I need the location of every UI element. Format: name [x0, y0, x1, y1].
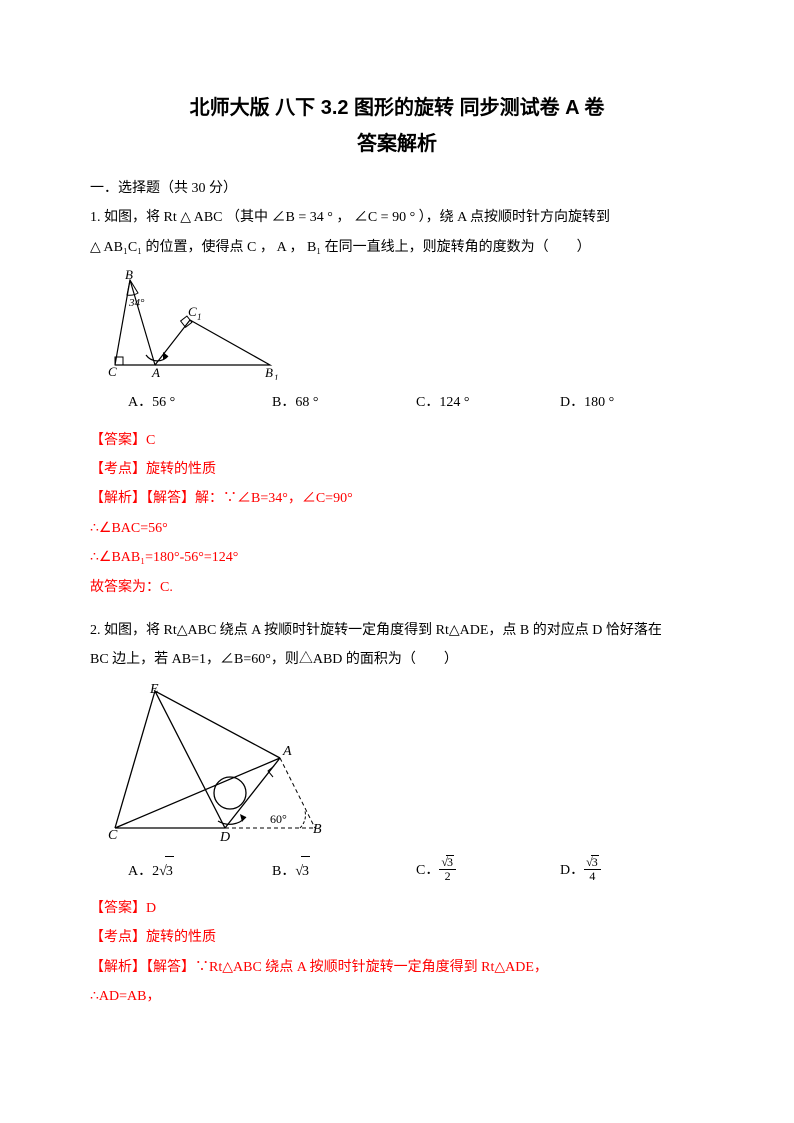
q2-opt-a-rad: 3	[165, 856, 174, 886]
svg-text:D: D	[219, 830, 230, 845]
q2-opt-d: D．√34	[560, 856, 704, 886]
spacer	[90, 602, 704, 616]
q1-line1: 1. 如图，将 Rt △ ABC （其中 ∠B = 34 ° ， ∠C = 90…	[90, 203, 704, 232]
q2-opt-c-rad: 3	[446, 855, 454, 869]
page-container: 北师大版 八下 3.2 图形的旋转 同步测试卷 A 卷 答案解析 一．选择题（共…	[0, 0, 794, 1123]
q1-kaodian: 【考点】旋转的性质	[90, 455, 704, 484]
svg-text:60°: 60°	[270, 812, 287, 826]
sqrt-icon: √3	[295, 856, 310, 886]
q1-jiexi2: ∴∠BAC=56°	[90, 514, 704, 543]
page-title: 北师大版 八下 3.2 图形的旋转 同步测试卷 A 卷	[90, 90, 704, 126]
q1-jiexi4: 故答案为：C.	[90, 573, 704, 602]
q2-opt-c: C．√32	[416, 856, 560, 886]
q2-opt-b-prefix: B．	[272, 864, 295, 879]
svg-text:C: C	[108, 364, 117, 379]
q1-figure: 34° B C A C1 B1	[100, 270, 704, 380]
sqrt-icon: √3	[159, 856, 174, 886]
q2-opt-d-prefix: D．	[560, 863, 584, 878]
svg-text:E: E	[149, 683, 159, 697]
svg-text:B: B	[313, 822, 322, 837]
q2-jiexi1: 【解析】【解答】∵Rt△ABC 绕点 A 按顺时针旋转一定角度得到 Rt△ADE…	[90, 953, 704, 982]
fraction-icon: √34	[584, 855, 601, 883]
q2-opt-b: B．√3	[272, 856, 416, 886]
q2-opt-c-den: 2	[439, 870, 456, 883]
q2-figure: 60° E A C D B	[100, 683, 704, 848]
q2-line1: 2. 如图，将 Rt△ABC 绕点 A 按顺时针旋转一定角度得到 Rt△ADE，…	[90, 616, 704, 645]
svg-text:1: 1	[197, 312, 202, 322]
q1-opt-b: B．68 °	[272, 388, 416, 417]
svg-text:34°: 34°	[128, 297, 145, 309]
svg-text:B: B	[265, 365, 273, 380]
q2-options: A．2√3 B．√3 C．√32 D．√34	[90, 856, 704, 886]
q1-opt-c: C．124 °	[416, 388, 560, 417]
q2-answer: 【答案】D	[90, 894, 704, 923]
q1-opt-d: D．180 °	[560, 388, 704, 417]
section-header: 一．选择题（共 30 分）	[90, 174, 704, 203]
svg-text:B: B	[125, 270, 133, 282]
svg-text:C: C	[188, 304, 197, 319]
q2-opt-c-prefix: C．	[416, 863, 439, 878]
svg-text:A: A	[151, 365, 160, 380]
q1-jiexi1: 【解析】【解答】解：∵∠B=34°，∠C=90°	[90, 484, 704, 513]
q2-opt-a: A．2√3	[128, 856, 272, 886]
q1-jiexi3: ∴∠BAB₁=180°-56°=124°	[90, 543, 704, 572]
q1-answer: 【答案】C	[90, 426, 704, 455]
q2-kaodian: 【考点】旋转的性质	[90, 923, 704, 952]
q2-line2: BC 边上，若 AB=1，∠B=60°，则△ABD 的面积为（ ）	[90, 645, 704, 674]
q2-opt-a-prefix: A．2	[128, 864, 159, 879]
svg-text:1: 1	[274, 373, 279, 380]
q2-opt-d-den: 4	[584, 870, 601, 883]
page-subtitle: 答案解析	[90, 126, 704, 162]
q2-opt-b-rad: 3	[301, 856, 310, 886]
fraction-icon: √32	[439, 855, 456, 883]
q2-jiexi2: ∴AD=AB，	[90, 982, 704, 1011]
q1-options: A．56 ° B．68 ° C．124 ° D．180 °	[90, 388, 704, 417]
q2-opt-d-rad: 3	[591, 855, 599, 869]
svg-text:C: C	[108, 828, 118, 843]
q1-opt-a: A．56 °	[128, 388, 272, 417]
svg-text:A: A	[282, 744, 292, 759]
q1-line2: △ AB₁C₁ 的位置，使得点 C ， A ， B₁ 在同一直线上，则旋转角的度…	[90, 233, 704, 262]
